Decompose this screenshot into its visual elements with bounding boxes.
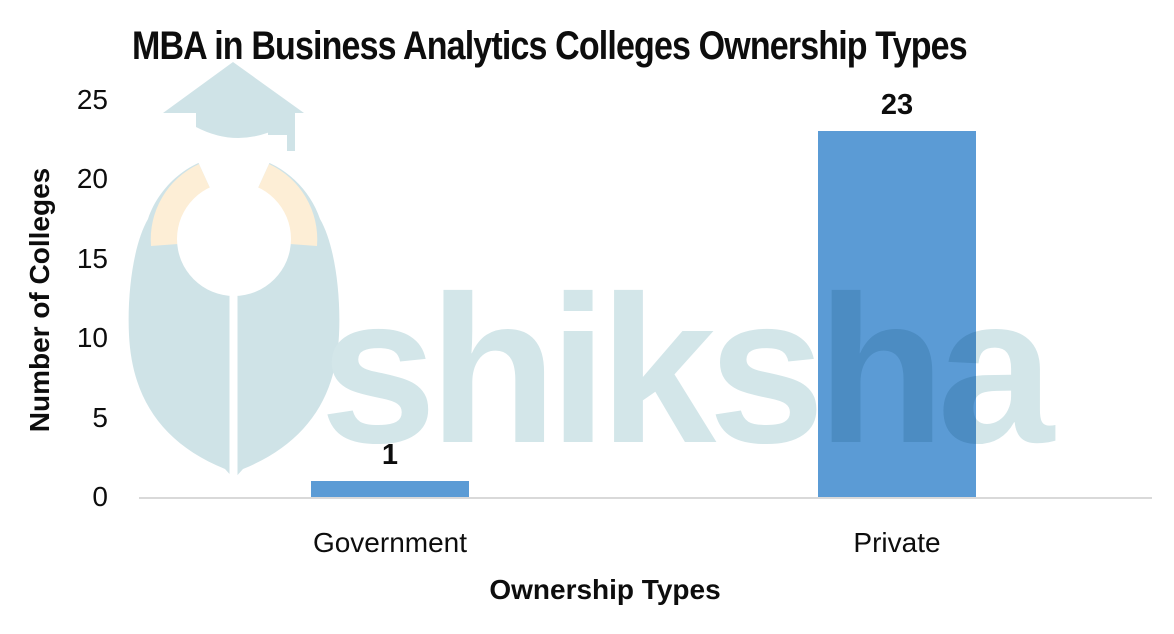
collar-notch	[194, 144, 274, 188]
x-axis-line	[139, 497, 1152, 499]
graduation-cap-icon	[163, 62, 304, 113]
bar-government	[311, 481, 469, 497]
bar-private	[818, 131, 976, 497]
y-axis-title: Number of Colleges	[24, 167, 55, 433]
chart-title: MBA in Business Analytics Colleges Owner…	[132, 24, 968, 68]
y-tick-label: 25	[76, 83, 108, 115]
y-tick-label: 5	[92, 401, 108, 433]
logo-slit	[229, 293, 238, 483]
y-tick-label: 10	[76, 322, 108, 353]
logo-head-circle	[177, 182, 291, 296]
graduation-cap-band	[196, 113, 281, 138]
bar-value-label: 23	[880, 89, 914, 122]
y-tick-label: 0	[92, 481, 108, 512]
collar-arc-left	[150, 164, 210, 246]
collar-arc-right	[258, 164, 318, 246]
shiksha-logo-icon	[128, 62, 340, 483]
pen-nib-body	[128, 155, 340, 479]
x-axis-title: Ownership Types	[489, 574, 721, 605]
x-category-label: Private	[853, 527, 941, 558]
bar-value-label: 1	[381, 439, 399, 472]
x-category-label: Government	[312, 527, 468, 558]
graduation-cap-tassel	[268, 113, 295, 151]
y-tick-label: 20	[76, 163, 108, 194]
y-tick-label: 15	[76, 242, 108, 274]
